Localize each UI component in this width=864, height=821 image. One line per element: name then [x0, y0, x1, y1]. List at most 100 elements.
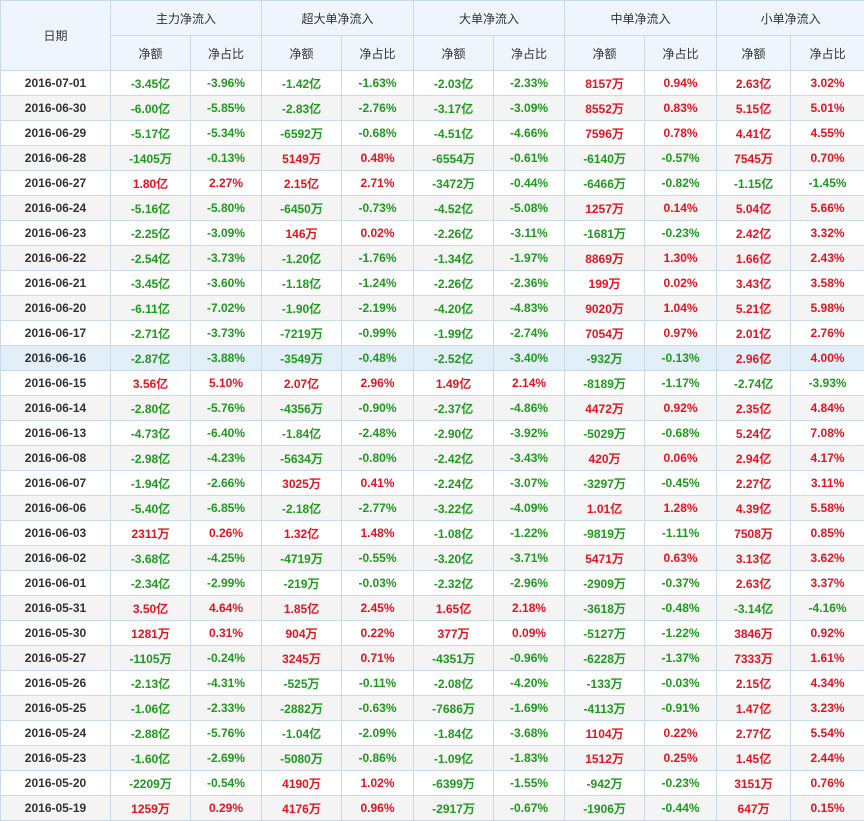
group-header-super-large-inflow: 超大单净流入 [262, 1, 414, 36]
cell-main-ratio: -5.85% [191, 96, 262, 121]
cell-large-amount: -6554万 [414, 146, 494, 171]
cell-small-amount: 2.96亿 [717, 346, 791, 371]
cell-main-ratio: -2.69% [191, 746, 262, 771]
cell-large-ratio: 0.09% [494, 621, 565, 646]
cell-large-amount: -2.26亿 [414, 271, 494, 296]
cell-medium-amount: -4113万 [565, 696, 645, 721]
cell-main-ratio: -2.66% [191, 471, 262, 496]
cell-super-large-ratio: 0.02% [342, 221, 414, 246]
cell-small-amount: 2.15亿 [717, 671, 791, 696]
cell-main-amount: -2209万 [111, 771, 191, 796]
cell-medium-amount: 8157万 [565, 71, 645, 96]
cell-large-ratio: -3.07% [494, 471, 565, 496]
cell-small-amount: 2.01亿 [717, 321, 791, 346]
cell-super-large-ratio: -2.09% [342, 721, 414, 746]
cell-medium-ratio: -0.68% [645, 421, 717, 446]
cell-medium-amount: -2909万 [565, 571, 645, 596]
cell-date: 2016-06-13 [1, 421, 111, 446]
cell-medium-ratio: -0.57% [645, 146, 717, 171]
cell-date: 2016-06-15 [1, 371, 111, 396]
cell-small-amount: 4.39亿 [717, 496, 791, 521]
table-row: 2016-06-24-5.16亿-5.80%-6450万-0.73%-4.52亿… [1, 196, 864, 221]
cell-main-amount: -1.06亿 [111, 696, 191, 721]
cell-medium-ratio: 0.83% [645, 96, 717, 121]
cell-large-ratio: -0.67% [494, 796, 565, 821]
cell-super-large-ratio: -0.03% [342, 571, 414, 596]
cell-medium-ratio: -1.17% [645, 371, 717, 396]
cell-date: 2016-06-23 [1, 221, 111, 246]
cell-super-large-amount: -5634万 [262, 446, 342, 471]
column-header-ratio: 净占比 [191, 36, 262, 71]
cell-medium-ratio: 0.97% [645, 321, 717, 346]
cell-large-amount: -4.52亿 [414, 196, 494, 221]
cell-large-ratio: -3.68% [494, 721, 565, 746]
cell-date: 2016-05-26 [1, 671, 111, 696]
cell-large-ratio: -3.11% [494, 221, 565, 246]
cell-main-ratio: -3.60% [191, 271, 262, 296]
cell-medium-ratio: -0.45% [645, 471, 717, 496]
cell-small-ratio: -1.45% [791, 171, 864, 196]
cell-small-amount: 647万 [717, 796, 791, 821]
cell-medium-ratio: -0.44% [645, 796, 717, 821]
cell-super-large-amount: 2.07亿 [262, 371, 342, 396]
column-header-amount: 净额 [414, 36, 494, 71]
cell-super-large-ratio: -2.76% [342, 96, 414, 121]
cell-main-ratio: -3.73% [191, 321, 262, 346]
cell-medium-ratio: 0.78% [645, 121, 717, 146]
cell-large-ratio: 2.18% [494, 596, 565, 621]
group-header-small-inflow: 小单净流入 [717, 1, 864, 36]
column-header-amount: 净额 [565, 36, 645, 71]
cell-main-ratio: 4.64% [191, 596, 262, 621]
table-row: 2016-07-01-3.45亿-3.96%-1.42亿-1.63%-2.03亿… [1, 71, 864, 96]
cell-main-amount: -3.45亿 [111, 71, 191, 96]
cell-super-large-ratio: 1.02% [342, 771, 414, 796]
cell-large-amount: -2.26亿 [414, 221, 494, 246]
cell-super-large-amount: 2.15亿 [262, 171, 342, 196]
table-row: 2016-06-21-3.45亿-3.60%-1.18亿-1.24%-2.26亿… [1, 271, 864, 296]
cell-main-ratio: -5.76% [191, 721, 262, 746]
cell-medium-amount: -5127万 [565, 621, 645, 646]
cell-super-large-ratio: -0.11% [342, 671, 414, 696]
cell-main-ratio: -7.02% [191, 296, 262, 321]
cell-main-amount: -6.00亿 [111, 96, 191, 121]
cell-large-amount: -3472万 [414, 171, 494, 196]
cell-large-amount: -2.08亿 [414, 671, 494, 696]
cell-date: 2016-05-27 [1, 646, 111, 671]
column-header-ratio: 净占比 [645, 36, 717, 71]
cell-super-large-amount: -6592万 [262, 121, 342, 146]
cell-large-ratio: 2.14% [494, 371, 565, 396]
group-header-medium-inflow: 中单净流入 [565, 1, 717, 36]
cell-main-amount: -4.73亿 [111, 421, 191, 446]
cell-main-ratio: -0.54% [191, 771, 262, 796]
cell-main-ratio: -4.25% [191, 546, 262, 571]
cell-medium-ratio: -0.23% [645, 771, 717, 796]
cell-date: 2016-07-01 [1, 71, 111, 96]
cell-large-ratio: -4.83% [494, 296, 565, 321]
cell-small-ratio: -3.93% [791, 371, 864, 396]
cell-small-amount: 5.15亿 [717, 96, 791, 121]
cell-medium-ratio: 1.04% [645, 296, 717, 321]
cell-medium-amount: -5029万 [565, 421, 645, 446]
cell-date: 2016-05-25 [1, 696, 111, 721]
cell-large-ratio: -4.86% [494, 396, 565, 421]
cell-date: 2016-06-28 [1, 146, 111, 171]
cell-large-ratio: -1.83% [494, 746, 565, 771]
cell-small-amount: -2.74亿 [717, 371, 791, 396]
cell-large-ratio: -3.40% [494, 346, 565, 371]
cell-main-amount: -6.11亿 [111, 296, 191, 321]
cell-super-large-amount: -1.84亿 [262, 421, 342, 446]
cell-small-ratio: 1.61% [791, 646, 864, 671]
cell-super-large-amount: 3025万 [262, 471, 342, 496]
cell-small-amount: 5.21亿 [717, 296, 791, 321]
cell-super-large-amount: -1.42亿 [262, 71, 342, 96]
cell-large-amount: -2.42亿 [414, 446, 494, 471]
cell-main-amount: -2.88亿 [111, 721, 191, 746]
cell-date: 2016-06-14 [1, 396, 111, 421]
cell-medium-ratio: 1.30% [645, 246, 717, 271]
cell-large-amount: -4351万 [414, 646, 494, 671]
